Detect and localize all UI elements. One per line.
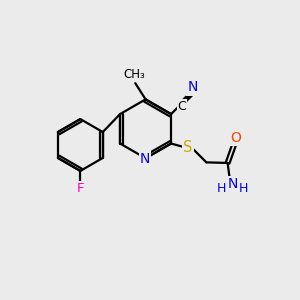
Text: CH₃: CH₃ — [124, 68, 146, 81]
Text: H: H — [238, 182, 248, 195]
Text: F: F — [76, 182, 84, 195]
Text: N: N — [187, 80, 198, 94]
Text: C: C — [178, 100, 186, 113]
Text: O: O — [230, 131, 241, 145]
Text: S: S — [184, 140, 193, 154]
Text: N: N — [228, 177, 238, 191]
Text: H: H — [217, 182, 226, 195]
Text: N: N — [140, 152, 150, 166]
